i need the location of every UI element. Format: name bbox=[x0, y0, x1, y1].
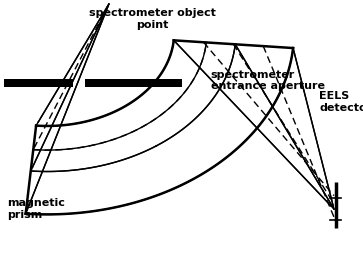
Bar bbox=[4, 79, 73, 87]
Text: magnetic
prism: magnetic prism bbox=[7, 198, 65, 220]
Bar bbox=[85, 79, 182, 87]
Text: spectrometer
entrance aperture: spectrometer entrance aperture bbox=[211, 70, 325, 91]
Text: EELS
detector: EELS detector bbox=[319, 91, 363, 113]
Text: spectrometer object
point: spectrometer object point bbox=[89, 8, 216, 30]
